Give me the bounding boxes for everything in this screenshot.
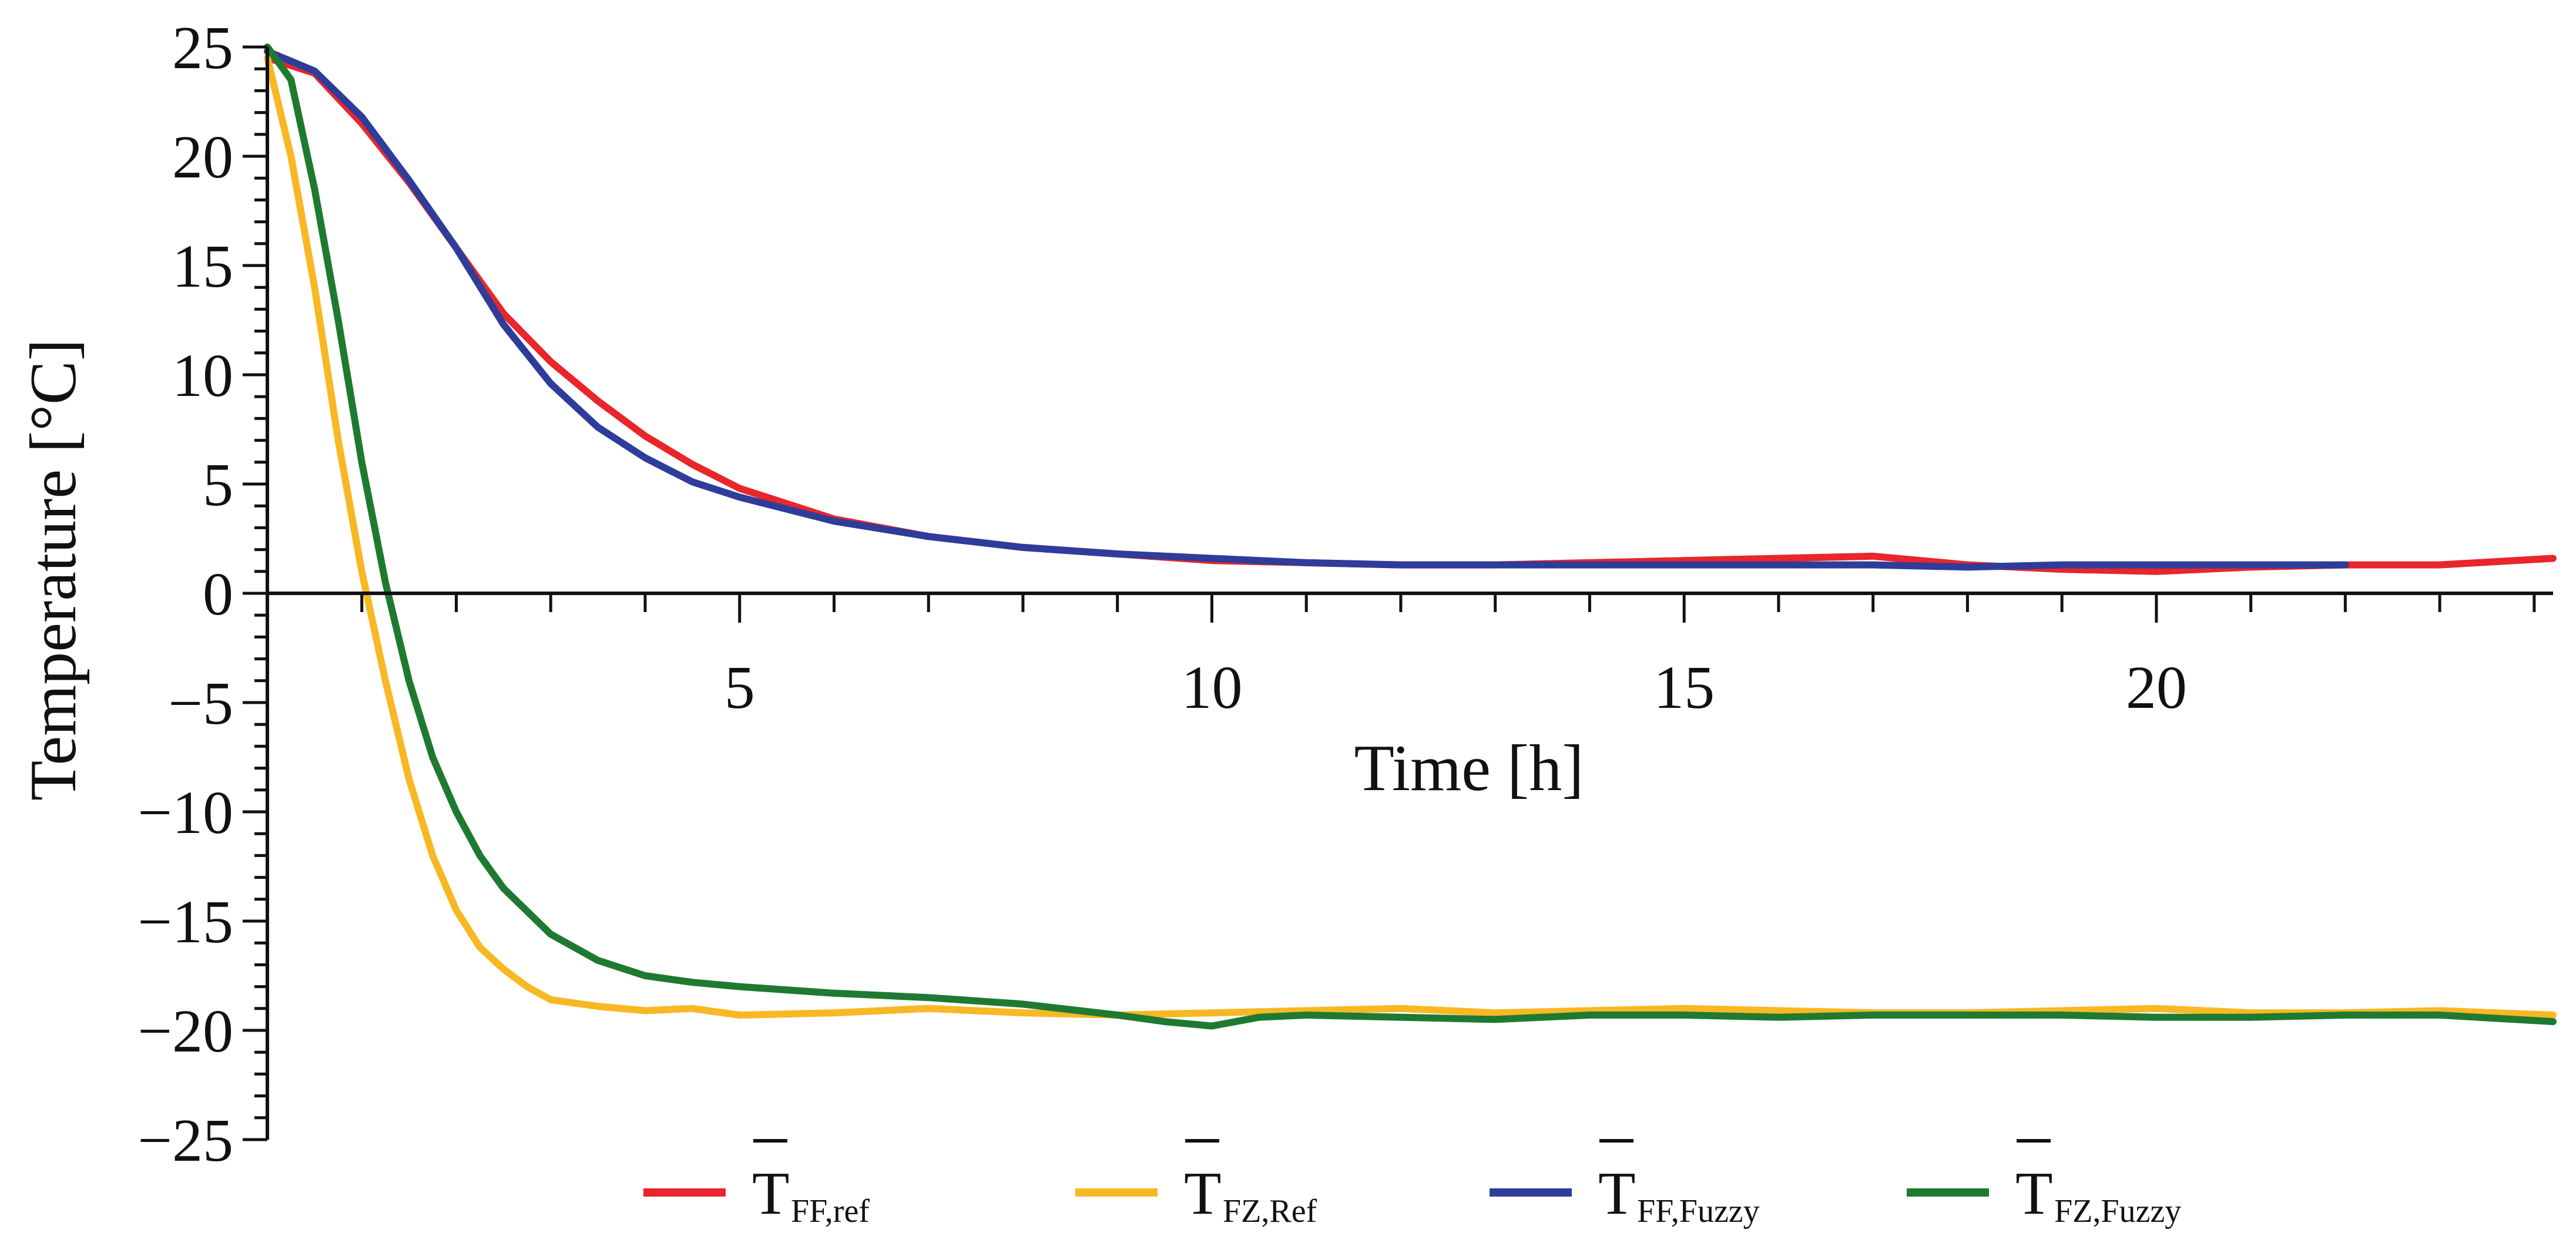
legend-label-1: T bbox=[1184, 1160, 1222, 1227]
x-tick-label: 15 bbox=[1653, 654, 1715, 721]
series-line-0 bbox=[264, 54, 2557, 575]
series-line-1 bbox=[264, 54, 2557, 1019]
y-tick-label: 15 bbox=[172, 233, 233, 300]
y-tick-label: −15 bbox=[137, 888, 233, 956]
legend-label-3: T bbox=[2015, 1160, 2053, 1227]
x-tick-label: 5 bbox=[724, 654, 755, 721]
axes-layer bbox=[266, 47, 2553, 1140]
tick-labels-layer: 25 20 15 10 5 0 −5 −10 −15 −20 −25 5 10 15 20 bbox=[137, 14, 2187, 1174]
y-axis-title: Temperature [°C] bbox=[17, 339, 90, 801]
series-line-2 bbox=[264, 48, 2349, 571]
legend-sublabel-3: FZ,Fuzzy bbox=[2054, 1193, 2181, 1229]
y-tick-label: 25 bbox=[172, 14, 233, 82]
y-tick-label: 10 bbox=[172, 342, 233, 409]
x-tick-label: 10 bbox=[1181, 654, 1242, 721]
legend-label-0: T bbox=[752, 1160, 790, 1227]
series-line-3 bbox=[264, 43, 2557, 1030]
legend-label-2: T bbox=[1598, 1160, 1636, 1227]
y-tick-label: 20 bbox=[172, 123, 233, 191]
series-layer bbox=[264, 43, 2557, 1030]
y-tick-label: 5 bbox=[203, 451, 233, 519]
ticks-layer bbox=[243, 45, 2536, 1141]
legend-sublabel-0: FF,ref bbox=[791, 1193, 870, 1229]
legend-sublabel-2: FF,Fuzzy bbox=[1637, 1193, 1760, 1229]
y-tick-label: −5 bbox=[168, 670, 233, 737]
y-tick-label: −10 bbox=[137, 779, 233, 846]
y-tick-label: 0 bbox=[203, 560, 233, 628]
x-axis-title: Time [h] bbox=[1354, 732, 1584, 805]
legend-sublabel-1: FZ,Ref bbox=[1223, 1193, 1317, 1229]
y-tick-label: −25 bbox=[137, 1107, 233, 1174]
y-tick-label: −20 bbox=[137, 997, 233, 1065]
legend: T FF,ref T FZ,Ref T FF,Fuzzy T FZ,Fuzzy bbox=[643, 1139, 2181, 1229]
x-tick-label: 20 bbox=[2126, 654, 2187, 721]
